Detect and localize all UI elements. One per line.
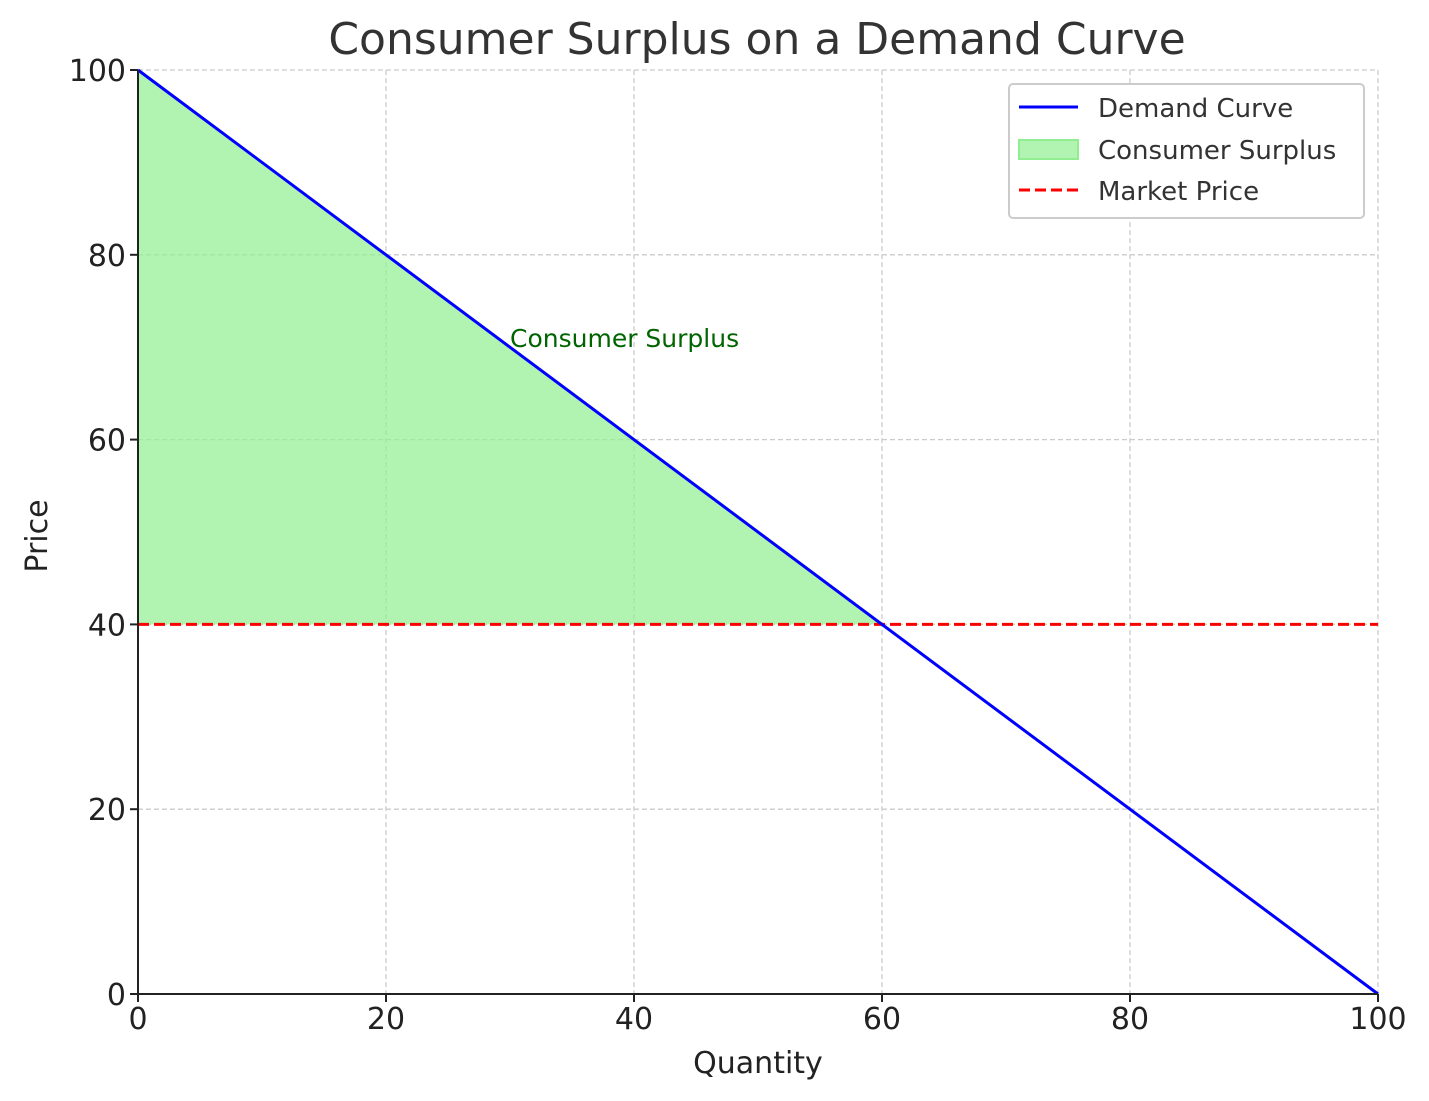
series-lines-layer <box>137 68 1379 996</box>
axes <box>137 70 1378 995</box>
y-tick-label-1: 20 <box>88 793 126 828</box>
x-tick-label-4: 80 <box>1111 1002 1149 1037</box>
chart-title: Consumer Surplus on a Demand Curve <box>328 14 1185 65</box>
demand-curve-line <box>137 68 1379 996</box>
y-tick-label-0: 0 <box>107 978 126 1013</box>
x-axis-label: Quantity <box>693 1046 823 1081</box>
legend-frame <box>1008 83 1365 219</box>
y-axis-label: Price <box>20 499 55 572</box>
ticks: 0 20 40 60 80 100 0 20 40 60 80 100 <box>69 54 1407 1037</box>
legend-label-surplus: Consumer Surplus <box>1098 136 1336 166</box>
consumer-surplus-annotation: Consumer Surplus <box>510 324 739 353</box>
y-tick-label-5: 100 <box>69 54 126 89</box>
y-tick-label-3: 60 <box>88 424 126 459</box>
x-tick-label-0: 0 <box>128 1002 147 1037</box>
y-tick-label-4: 80 <box>88 239 126 274</box>
legend-label-market-price: Market Price <box>1098 177 1259 207</box>
x-tick-label-5: 100 <box>1349 1002 1406 1037</box>
x-tick-label-1: 20 <box>367 1002 405 1037</box>
legend: Demand Curve Consumer Surplus Market Pri… <box>1008 83 1365 219</box>
x-tick-label-2: 40 <box>615 1002 653 1037</box>
legend-swatch-surplus <box>1018 139 1079 160</box>
x-tick-label-3: 60 <box>863 1002 901 1037</box>
y-tick-label-2: 40 <box>88 608 126 643</box>
legend-label-demand: Demand Curve <box>1098 94 1293 124</box>
